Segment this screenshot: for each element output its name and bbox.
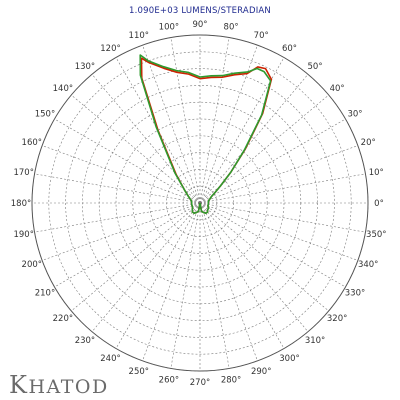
angle-tick-label: 280° [221, 375, 241, 385]
angle-tick-label: 300° [279, 354, 299, 364]
angle-tick-label: 200° [22, 260, 42, 270]
angle-tick-label: 10° [369, 168, 384, 178]
angle-tick-label: 170° [13, 168, 33, 178]
angle-tick-label: 230° [75, 336, 95, 346]
angle-tick-label: 290° [251, 367, 271, 377]
outer-ring [31, 34, 369, 372]
angle-tick-label: 320° [327, 314, 347, 324]
grid-spoke [91, 74, 201, 204]
grid-spoke [199, 173, 366, 204]
angle-tick-label: 140° [53, 84, 73, 94]
angle-tick-label: 160° [22, 138, 42, 148]
angle-tick-label: 120° [100, 44, 120, 54]
grid-spoke [71, 94, 201, 204]
angle-tick-label: 260° [159, 375, 179, 385]
angle-tick-label: 210° [35, 289, 55, 299]
grid-spoke [142, 202, 201, 361]
angle-tick-label: 240° [100, 354, 120, 364]
grid-spoke [199, 202, 366, 233]
angle-tick-label: 220° [53, 314, 73, 324]
angle-tick-label: 310° [305, 336, 325, 346]
angle-tick-label: 130° [75, 62, 95, 72]
series-line-2 [139, 54, 272, 214]
grid-spoke [34, 202, 201, 233]
grid-ring [132, 135, 268, 271]
angle-tick-label: 150° [35, 110, 55, 120]
series-layer [139, 54, 273, 214]
chart-title: 1.090E+03 LUMENS/STERADIAN [129, 6, 271, 16]
angle-tick-label: 60° [282, 44, 297, 54]
grid-spoke [170, 37, 201, 204]
angle-tick-label: 40° [330, 84, 345, 94]
grid-ring [48, 51, 352, 355]
angle-tick-label: 20° [361, 138, 376, 148]
grid-spoke [91, 202, 201, 332]
angle-tick-label: 180° [11, 199, 31, 209]
grid-spoke [142, 45, 201, 204]
angle-tick-label: 340° [358, 260, 378, 270]
angle-tick-label: 270° [190, 378, 210, 388]
angle-tick-label: 30° [347, 110, 362, 120]
grid-spoke [199, 202, 230, 369]
angle-tick-label: 90° [192, 20, 207, 30]
grid-spoke [199, 74, 309, 204]
grid-spoke [42, 145, 201, 204]
grid-ring [149, 152, 251, 254]
grid-spoke [199, 37, 230, 204]
angle-tick-label: 190° [13, 230, 33, 240]
grid-spoke [199, 202, 358, 261]
grid-spoke [199, 202, 258, 361]
angle-tick-labels: 0° 10° 20° 30° 40° 50° 60° 70° 80° 90° 100° 110° 120… [11, 20, 387, 388]
grid-spoke [199, 145, 358, 204]
angle-tick-label: 330° [345, 289, 365, 299]
grid-spoke [42, 202, 201, 261]
angle-tick-label: 50° [308, 62, 323, 72]
grid-spoke [199, 202, 309, 332]
angle-tick-label: 80° [224, 23, 239, 33]
angle-tick-label: 110° [129, 31, 149, 41]
angle-tick-label: 250° [129, 367, 149, 377]
grid-ring [65, 68, 335, 338]
khatod-logo: KHATOD [9, 371, 109, 399]
grid-spoke [34, 173, 201, 204]
grid-spoke [170, 202, 201, 369]
angle-tick-label: 70° [254, 31, 269, 41]
angle-tick-label: 0° [374, 199, 384, 209]
angle-tick-label: 350° [366, 230, 386, 240]
grid-spoke [71, 202, 201, 312]
angle-tick-label: 100° [159, 23, 179, 33]
grid-spoke [199, 202, 329, 312]
